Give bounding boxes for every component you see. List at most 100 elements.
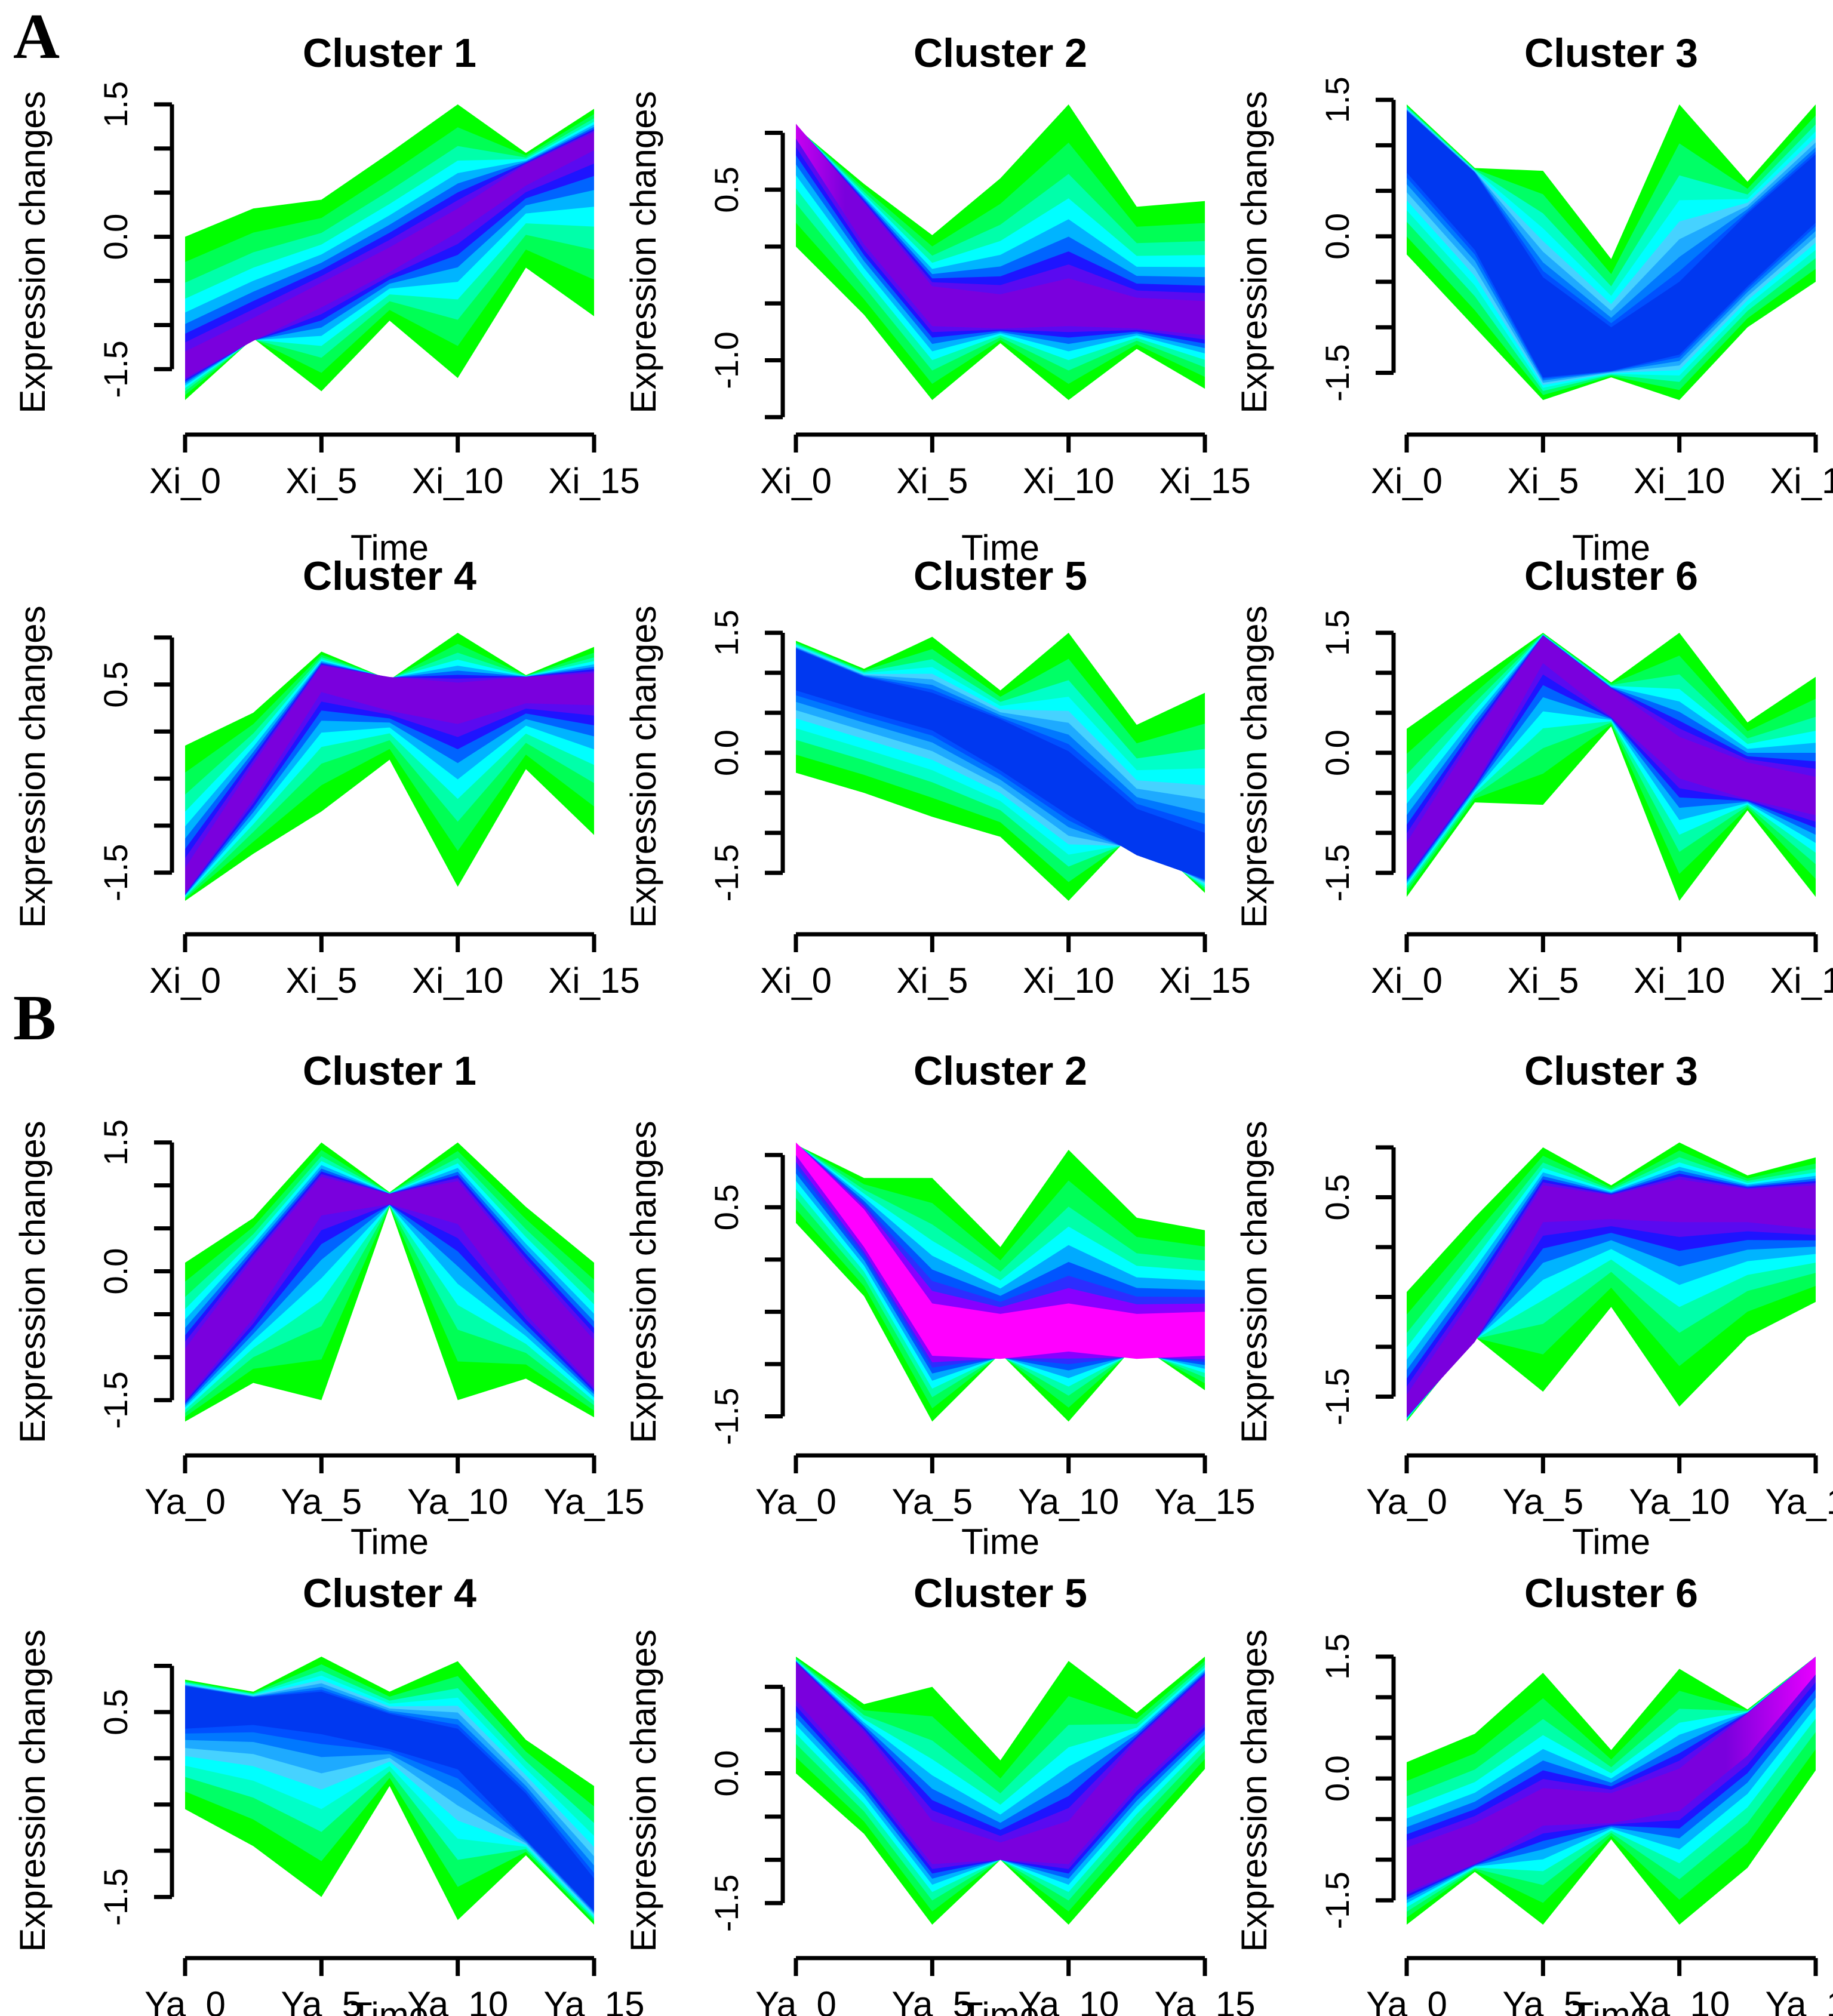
membership-bands [796, 632, 1205, 901]
y-tick-label: -1.5 [708, 844, 745, 902]
panel-a-cluster-6-subplot: Cluster 6 Expression changes 1.5 0.0 -1.5 Xi_… [1234, 553, 1833, 1001]
x-tick-label: Ya_15 [1154, 1482, 1255, 1522]
membership-band [1407, 1176, 1816, 1417]
core-band [796, 648, 1205, 879]
x-tick-label: Xi_10 [412, 961, 503, 1001]
y-tick-label: 1.5 [1318, 1633, 1356, 1680]
y-tick-label: 1.5 [708, 610, 745, 656]
plot-title: Cluster 4 [303, 1571, 476, 1616]
membership-bands [796, 1142, 1205, 1422]
y-tick-label: 0.5 [1318, 1174, 1356, 1221]
core-band [185, 666, 594, 894]
core-band [1407, 636, 1816, 877]
axes [1376, 1145, 1818, 1473]
membership-band [796, 1143, 1205, 1362]
x-tick-label: Xi_5 [1507, 461, 1579, 501]
panel-a-cluster-2-subplot: Cluster 2 Expression changes 0.5 -1.0 Xi_0 Xi… [623, 30, 1251, 568]
x-tick-label: Ya_0 [144, 1482, 226, 1522]
y-tick-label: 0.0 [1318, 213, 1356, 260]
y-tick-label: -1.5 [708, 1875, 745, 1932]
x-axis-label: Time [1572, 528, 1650, 568]
y-axis-label: Expression changes [1234, 91, 1274, 413]
plot-title: Cluster 1 [303, 30, 476, 76]
x-tick-label: Ya_5 [1502, 1984, 1583, 2016]
axes [154, 102, 596, 453]
y-tick-label: 0.5 [97, 1689, 134, 1735]
y-axis-label: Expression changes [13, 605, 53, 928]
membership-bands [1407, 1142, 1816, 1422]
core-band [796, 1142, 1205, 1359]
axes [765, 1153, 1207, 1473]
x-tick-label: Ya_15 [543, 1482, 644, 1522]
panel-a-cluster-1-subplot: Cluster 1 Expression changes 1.5 0.0 -1.5 Xi_… [13, 30, 640, 568]
y-tick-label: -1.5 [1318, 1368, 1356, 1426]
x-tick-label: Xi_0 [760, 461, 832, 501]
x-tick-label: Ya_0 [1366, 1482, 1447, 1522]
y-tick-label: -1.0 [708, 331, 745, 389]
y-axis-label: Expression changes [13, 91, 53, 413]
y-tick-label: -1.5 [708, 1387, 745, 1445]
x-tick-label: Ya_5 [1502, 1482, 1583, 1522]
membership-bands [185, 104, 594, 401]
x-tick-label: Ya_10 [407, 1984, 508, 2016]
membership-bands [1407, 1656, 1816, 1925]
x-tick-label: Ya_10 [1629, 1482, 1730, 1522]
x-tick-label: Ya_5 [281, 1984, 362, 2016]
x-tick-label: Ya_15 [1765, 1984, 1833, 2016]
y-tick-label: -1.5 [1318, 1872, 1356, 1929]
plot-title: Cluster 6 [1524, 553, 1698, 599]
y-tick-label: 1.5 [97, 1119, 134, 1166]
x-tick-label: Xi_15 [1770, 461, 1833, 501]
panel-b-cluster-5-subplot: Cluster 5 Expression changes 0.0 -1.5 Ya_0 Ya… [623, 1571, 1256, 2016]
plot-title: Cluster 1 [303, 1048, 476, 1094]
membership-bands [185, 1656, 594, 1925]
y-axis-label: Expression changes [1234, 605, 1274, 928]
x-tick-label: Xi_5 [896, 961, 968, 1001]
axes [154, 1140, 596, 1473]
x-axis-label: Time [961, 1522, 1039, 1562]
x-tick-label: Xi_5 [896, 461, 968, 501]
x-tick-label: Ya_10 [1018, 1482, 1119, 1522]
y-axis-label: Expression changes [13, 1121, 53, 1443]
y-tick-label: 0.0 [1318, 1755, 1356, 1802]
x-tick-label: Xi_15 [548, 461, 639, 501]
y-tick-label: -1.5 [97, 340, 134, 398]
x-tick-label: Xi_0 [149, 961, 221, 1001]
membership-bands [185, 1142, 594, 1422]
axes [154, 635, 596, 952]
y-tick-label: 0.0 [97, 214, 134, 260]
y-tick-label: 1.5 [1318, 76, 1356, 123]
panel-b-label: B [13, 983, 57, 1054]
x-tick-label: Ya_15 [1765, 1482, 1833, 1522]
x-tick-label: Ya_5 [891, 1482, 973, 1522]
plot-title: Cluster 6 [1524, 1571, 1698, 1616]
y-tick-label: 0.0 [708, 1750, 745, 1797]
y-tick-label: 1.5 [1318, 610, 1356, 656]
y-axis-label: Expression changes [1234, 1121, 1274, 1443]
x-tick-label: Xi_10 [1023, 961, 1114, 1001]
x-tick-label: Xi_5 [285, 961, 357, 1001]
plot-title: Cluster 2 [914, 1048, 1087, 1094]
x-tick-label: Xi_0 [149, 461, 221, 501]
y-tick-label: 0.5 [708, 167, 745, 213]
y-axis-label: Expression changes [1234, 1629, 1274, 1952]
x-tick-label: Ya_0 [755, 1482, 836, 1522]
x-tick-label: Xi_10 [412, 461, 503, 501]
y-tick-label: 0.5 [97, 661, 134, 708]
x-axis-label: Time [961, 1995, 1039, 2016]
membership-band [185, 1685, 594, 1913]
y-tick-label: -1.5 [1318, 344, 1356, 402]
membership-bands [185, 632, 594, 901]
x-tick-label: Ya_10 [1018, 1984, 1119, 2016]
x-tick-label: Xi_5 [1507, 961, 1579, 1001]
panel-a-cluster-3-subplot: Cluster 3 Expression changes 1.5 0.0 -1.5 Xi_… [1234, 30, 1833, 568]
x-tick-label: Xi_10 [1634, 961, 1725, 1001]
x-tick-label: Xi_0 [1371, 461, 1443, 501]
plot-title: Cluster 2 [914, 30, 1087, 76]
y-axis-label: Expression changes [623, 1629, 663, 1952]
x-tick-label: Xi_0 [1371, 961, 1443, 1001]
x-tick-label: Xi_15 [1159, 961, 1250, 1001]
axes [765, 1685, 1207, 1976]
y-tick-label: -1.5 [1318, 844, 1356, 902]
